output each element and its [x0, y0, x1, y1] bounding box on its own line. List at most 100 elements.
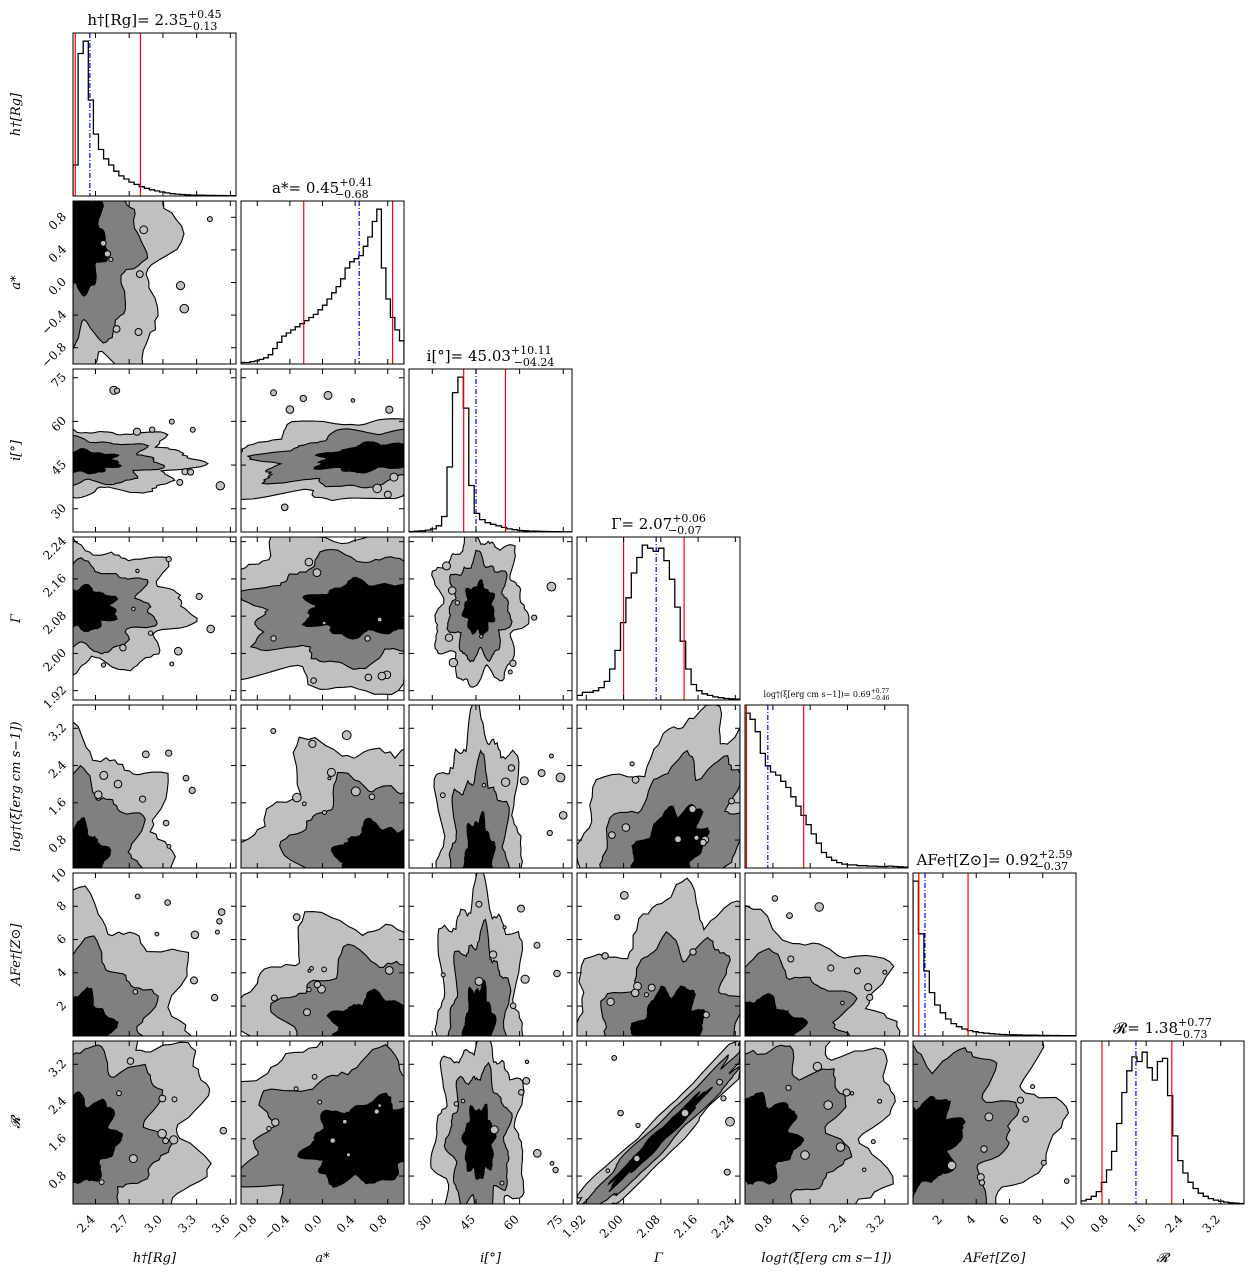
- contours: [430, 1041, 559, 1204]
- contour-island: [321, 966, 328, 973]
- x-tick-label: 3.0: [142, 1212, 165, 1235]
- title-minus: −0.68: [335, 188, 369, 201]
- contour-island: [323, 390, 333, 400]
- y-tick-label: 1.6: [46, 1131, 69, 1154]
- contour-island: [814, 902, 825, 912]
- contour-island: [699, 838, 707, 847]
- contour-island: [384, 966, 394, 975]
- contour-island: [149, 426, 156, 433]
- contour-island: [157, 1128, 167, 1139]
- contour-island: [631, 775, 640, 784]
- panel-frame: [72, 872, 237, 1037]
- contour-island: [674, 835, 682, 844]
- contour-island: [162, 819, 170, 827]
- contour-island: [216, 918, 223, 925]
- contour-island: [116, 1090, 122, 1097]
- contour-island: [206, 624, 215, 634]
- contour-island: [162, 1137, 170, 1145]
- contour-island: [849, 1091, 855, 1096]
- contour-island: [689, 948, 697, 956]
- contour-island: [219, 1126, 228, 1135]
- panel-frame: [72, 32, 237, 197]
- y-tick-label: 45: [48, 457, 69, 478]
- histogram-h: [73, 40, 236, 196]
- panel-title: Γ= 2.07+0.06 −0.07: [611, 512, 706, 537]
- contour-island: [1063, 1178, 1070, 1184]
- contour-island: [195, 592, 203, 601]
- contour-island: [293, 1086, 299, 1092]
- contour-island: [214, 929, 220, 935]
- contour-island: [168, 418, 175, 425]
- contour-island: [285, 405, 295, 414]
- contour-island: [537, 769, 546, 778]
- y-tick-label: 1.92: [40, 683, 69, 712]
- contour-island: [270, 728, 277, 734]
- contour-island: [266, 1125, 272, 1132]
- contour-island: [688, 805, 697, 814]
- contour-1sigma: [297, 1092, 404, 1188]
- contours: [431, 537, 557, 688]
- contour-island: [621, 823, 631, 832]
- histogram-Fe: [913, 880, 1076, 1036]
- x-tick-label: 0.8: [752, 1212, 775, 1235]
- contour-island: [182, 774, 190, 782]
- panel-R-G: 1.92 2.00 2.08 2.16 2.24 Γ: [560, 1040, 741, 1266]
- contour-island: [629, 761, 635, 767]
- contour-island: [606, 997, 615, 1006]
- contour-island: [835, 1142, 846, 1152]
- contour-island: [313, 980, 322, 989]
- contour-island: [720, 1095, 727, 1102]
- contour-island: [601, 952, 609, 960]
- contour-island: [549, 1161, 555, 1166]
- contour-island: [976, 1173, 985, 1182]
- x-tick-label: 0.8: [366, 1212, 389, 1235]
- y-axis-label: Γ: [9, 613, 24, 624]
- histogram-xi: [745, 712, 908, 868]
- contour-island: [321, 620, 327, 626]
- contour-1sigma: [745, 1091, 805, 1192]
- y-axis-label: i[°]: [9, 439, 24, 461]
- contour-island: [680, 1108, 690, 1118]
- y-axis-label: AFe†[Z⊙]: [9, 923, 24, 987]
- y-tick-label: 2.24: [40, 534, 69, 563]
- contour-island: [147, 630, 154, 636]
- panel-Fe-a: [240, 872, 405, 1037]
- contour-island: [439, 792, 446, 799]
- x-tick-label: 3.2: [1199, 1212, 1222, 1235]
- panel-G-G: Γ= 2.07+0.06 −0.07: [576, 512, 741, 701]
- contours: [73, 1041, 228, 1204]
- x-tick-label: 2.16: [671, 1212, 700, 1241]
- contour-1sigma: [73, 817, 112, 868]
- panel-Fe-xi: [744, 872, 909, 1037]
- contours: [241, 389, 404, 512]
- panel-title: a*= 0.45+0.41 −0.68: [272, 176, 373, 201]
- contour-island: [158, 1094, 167, 1103]
- contour-island: [481, 782, 487, 788]
- contour-island: [771, 895, 779, 902]
- y-tick-label: 0.0: [46, 275, 69, 298]
- contour-island: [552, 1166, 559, 1174]
- contour-island: [119, 644, 127, 652]
- contour-island: [440, 972, 446, 978]
- panel-frame: [72, 536, 237, 701]
- contour-island: [271, 1118, 280, 1127]
- y-axis-label: log†(ξ[erg cm s−1]): [9, 721, 24, 851]
- panel-frame: [744, 704, 909, 869]
- contour-island: [474, 976, 484, 986]
- contour-island: [100, 662, 107, 668]
- contour-1sigma: [73, 201, 110, 299]
- panel-frame: [408, 872, 573, 1037]
- x-axis-label: a*: [315, 1251, 330, 1266]
- contour-island: [533, 941, 541, 949]
- contour-island: [725, 1116, 735, 1127]
- x-axis-label: Γ: [653, 1251, 664, 1266]
- panel-xi-i: [408, 704, 573, 869]
- contours: [241, 537, 404, 695]
- contour-island: [861, 1167, 867, 1173]
- panel-frame: [408, 536, 573, 701]
- title-minus: −0.46: [871, 695, 890, 702]
- y-axis-label: h†[Rg]: [9, 92, 24, 136]
- contour-island: [166, 844, 172, 849]
- y-tick-label: 2.4: [46, 758, 70, 782]
